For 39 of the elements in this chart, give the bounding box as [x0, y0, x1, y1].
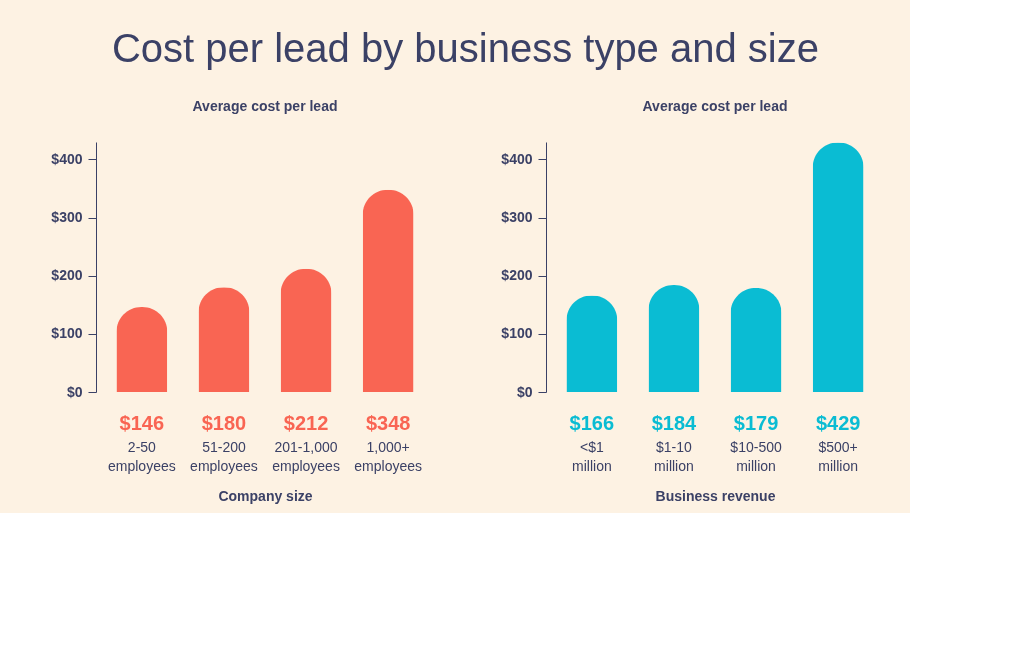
- x-axis-title: Company size: [218, 487, 313, 504]
- x-tick-label: 201-1,000 employees: [272, 438, 340, 474]
- x-tick-label: 2-50 employees: [108, 438, 176, 474]
- bar: [566, 295, 618, 392]
- x-tick-label: $500+ million: [818, 438, 858, 474]
- x-tick-label: <$1 million: [572, 438, 612, 474]
- chart-title: Cost per lead by business type and size: [111, 26, 819, 70]
- y-tick-label: $200: [51, 267, 83, 284]
- y-axis-title: Average cost per lead: [192, 98, 338, 114]
- data-label: $179: [733, 412, 779, 434]
- bar: [362, 189, 414, 392]
- y-tick-label: $400: [501, 150, 533, 167]
- bar: [730, 287, 782, 392]
- y-tick-label: $100: [51, 325, 83, 342]
- x-tick-label: 1,000+ employees: [354, 438, 422, 474]
- bar: [116, 307, 168, 392]
- bar: [812, 142, 864, 392]
- bar: [648, 285, 700, 392]
- y-tick-label: $400: [51, 150, 83, 167]
- data-label: $184: [651, 412, 698, 434]
- x-tick-label: 51-200 employees: [190, 438, 258, 474]
- data-label: $180: [201, 412, 247, 434]
- data-label: $429: [815, 412, 861, 434]
- x-tick-label: $10-500 million: [730, 438, 782, 474]
- data-label: $348: [365, 412, 411, 434]
- x-tick-label: $1-10 million: [654, 438, 694, 474]
- data-label: $146: [119, 412, 165, 434]
- y-tick-label: $300: [51, 209, 83, 226]
- x-axis-title: Business revenue: [655, 487, 776, 504]
- data-label: $166: [569, 412, 615, 434]
- y-tick-label: $0: [516, 383, 533, 400]
- data-label: $212: [283, 412, 329, 434]
- y-tick-label: $0: [66, 383, 83, 400]
- y-axis-title: Average cost per lead: [642, 98, 788, 114]
- y-tick-label: $100: [501, 325, 533, 342]
- bar: [280, 268, 332, 392]
- bar: [198, 287, 250, 392]
- y-tick-label: $300: [501, 209, 533, 226]
- y-tick-label: $200: [501, 267, 533, 284]
